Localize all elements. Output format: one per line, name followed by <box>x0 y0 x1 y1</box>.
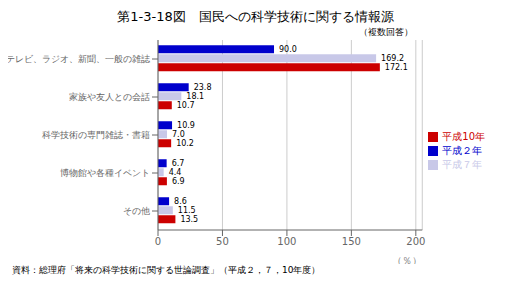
html-text:平成10年: 平成10年 <box>442 131 485 142</box>
svg-text:11.5: 11.5 <box>178 206 196 215</box>
svg-text:10.2: 10.2 <box>176 139 194 148</box>
svg-text:家族や友人との会話: 家族や友人との会話 <box>69 92 150 102</box>
html-text:（複数回答）: （複数回答） <box>359 27 413 37</box>
svg-text:その他: その他 <box>123 206 150 216</box>
svg-text:150: 150 <box>342 236 361 247</box>
svg-text:23.8: 23.8 <box>194 83 212 92</box>
svg-text:7.0: 7.0 <box>172 130 185 139</box>
svg-text:科学技術の専門雑誌・書籍: 科学技術の専門雑誌・書籍 <box>42 130 150 140</box>
svg-text:0: 0 <box>155 236 161 247</box>
svg-text:博物館や各種イベント: 博物館や各種イベント <box>60 168 150 178</box>
html-text:第1-3-18図 国民への科学技術に関する情報源: 第1-3-18図 国民への科学技術に関する情報源 <box>117 9 394 24</box>
svg-text:4.4: 4.4 <box>169 168 182 177</box>
svg-text:6.7: 6.7 <box>172 159 185 168</box>
svg-text:18.1: 18.1 <box>186 92 204 101</box>
svg-text:169.2: 169.2 <box>381 54 404 63</box>
svg-text:（％）: （％） <box>392 255 422 264</box>
html-text:平成２年: 平成２年 <box>442 145 483 156</box>
svg-text:172.1: 172.1 <box>385 63 408 72</box>
html-text:平成７年: 平成７年 <box>442 159 483 170</box>
svg-text:13.5: 13.5 <box>180 215 198 224</box>
svg-text:100: 100 <box>277 236 296 247</box>
svg-text:10.9: 10.9 <box>177 121 195 130</box>
svg-text:テレビ、ラジオ、新聞、一般の雑誌: テレビ、ラジオ、新聞、一般の雑誌 <box>8 54 150 64</box>
html-text:資料：総理府「将来の科学技術に関する世論調査」（平成２，７，: 資料：総理府「将来の科学技術に関する世論調査」（平成２，７，10年度） <box>12 265 321 275</box>
svg-text:50: 50 <box>216 236 229 247</box>
svg-text:90.0: 90.0 <box>279 45 297 54</box>
svg-text:8.6: 8.6 <box>174 197 187 206</box>
svg-text:200: 200 <box>406 236 425 247</box>
svg-text:10.7: 10.7 <box>177 101 195 110</box>
svg-text:6.9: 6.9 <box>172 177 185 186</box>
